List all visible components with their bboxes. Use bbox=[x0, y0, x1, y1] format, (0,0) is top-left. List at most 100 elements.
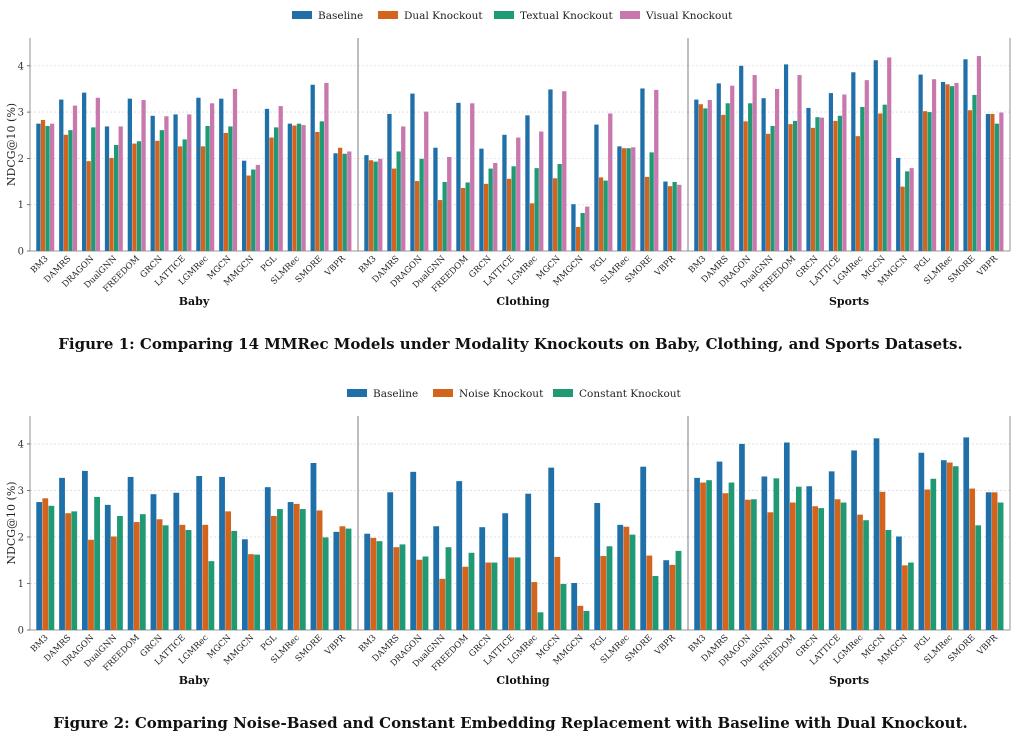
fig2-clothing-bar-smore-baseline bbox=[640, 466, 647, 630]
fig2-baby-bar-grcn-noise-knockout bbox=[156, 519, 163, 630]
fig1-sports-bar-mgcn-baseline bbox=[873, 60, 878, 252]
fig1-clothing-bar-lattice-baseline bbox=[502, 134, 507, 251]
fig1-baby-bar-mgcn-textual-knockout bbox=[228, 126, 233, 251]
fig1-clothing-bar-damrs-visual-knockout bbox=[401, 126, 406, 251]
fig1-baby-bar-grcn-visual-knockout bbox=[164, 116, 169, 251]
fig1-baby-bar-dragon-dual-knockout bbox=[86, 161, 91, 251]
fig1-baby-bar-freedom-visual-knockout bbox=[141, 100, 146, 251]
fig1-sports-bar-lgmrec-textual-knockout bbox=[860, 106, 865, 252]
fig1-baby-bar-dualgnn-visual-knockout bbox=[118, 126, 123, 251]
fig2-baby-bar-damrs-noise-knockout bbox=[65, 513, 72, 630]
fig2-sports-bar-dragon-noise-knockout bbox=[745, 499, 751, 630]
fig1-sports-bar-damrs-visual-knockout bbox=[730, 85, 735, 251]
fig2-sports-bar-grcn-baseline bbox=[806, 486, 813, 630]
fig1-baby-bar-damrs-dual-knockout bbox=[63, 134, 68, 251]
fig1-sports-bar-mmgcn-baseline bbox=[896, 157, 901, 251]
fig1-clothing-bar-mmgcn-textual-knockout bbox=[580, 213, 585, 251]
fig1-baby-bar-lattice-textual-knockout bbox=[182, 139, 187, 251]
fig2-clothing-bar-dualgnn-baseline bbox=[433, 526, 440, 630]
fig1-baby-ytick-label: 3 bbox=[18, 108, 24, 119]
fig2-baby-bar-dualgnn-baseline bbox=[104, 504, 111, 630]
fig2-baby-bar-mmgcn-baseline bbox=[242, 539, 248, 630]
fig1-sports-bar-pgl-textual-knockout bbox=[927, 112, 932, 251]
fig1-baby-bar-smore-baseline bbox=[310, 84, 315, 252]
figure1-caption: Figure 1: Comparing 14 MMRec Models unde… bbox=[58, 335, 963, 353]
fig1-sports-bar-bm3-baseline bbox=[694, 99, 699, 251]
fig2-baby-bar-lgmrec-baseline bbox=[196, 476, 203, 630]
fig2-baby-ytick-label: 0 bbox=[18, 626, 24, 637]
fig1-clothing-bar-pgl-textual-knockout bbox=[603, 180, 608, 251]
legend-label-baseline: Baseline bbox=[318, 10, 363, 22]
fig1-clothing-bar-lgmrec-textual-knockout bbox=[534, 168, 539, 251]
fig2-baby-ytick-label: 3 bbox=[18, 486, 24, 497]
fig1-clothing-bar-mgcn-visual-knockout bbox=[562, 91, 567, 251]
fig1-clothing-bar-dualgnn-visual-knockout bbox=[447, 157, 452, 251]
fig2-baby-xtick-label-vbpr: VBPR bbox=[323, 633, 349, 659]
fig1-baby-ylabel: NDCG@10 (%) bbox=[5, 103, 18, 186]
fig1-sports-bar-dragon-textual-knockout bbox=[748, 103, 753, 251]
fig2-clothing-bar-mmgcn-noise-knockout bbox=[577, 605, 584, 630]
fig1-clothing-bar-pgl-dual-knockout bbox=[598, 177, 604, 251]
fig1-clothing-bar-mmgcn-visual-knockout bbox=[585, 206, 590, 251]
fig2-clothing-bar-mgcn-noise-knockout bbox=[554, 556, 561, 630]
fig2-baby-bar-bm3-baseline bbox=[36, 502, 43, 630]
fig2-sports-bar-lgmrec-baseline bbox=[851, 450, 857, 630]
fig1-clothing-bar-bm3-textual-knockout bbox=[373, 161, 378, 251]
fig1-sports-bar-slmrec-visual-knockout bbox=[954, 82, 959, 251]
fig2-baby-bar-slmrec-noise-knockout bbox=[293, 503, 300, 630]
fig1-baby-bar-damrs-visual-knockout bbox=[72, 105, 78, 251]
legend-label-noise-knockout: Noise Knockout bbox=[459, 388, 544, 400]
fig2-baby-bar-vbpr-constant-knockout bbox=[345, 528, 352, 630]
fig2-clothing-panel: BM3DAMRSDRAGONDualGNNFREEDOMGRCNLATTICEL… bbox=[357, 416, 689, 687]
fig1-sports-bar-freedom-baseline bbox=[783, 64, 789, 251]
fig1-clothing-bar-lattice-textual-knockout bbox=[511, 166, 516, 251]
fig1-baby-bar-mmgcn-visual-knockout bbox=[255, 164, 260, 251]
fig2-sports-bar-damrs-noise-knockout bbox=[722, 493, 729, 630]
fig2-baby-bar-vbpr-noise-knockout bbox=[339, 526, 346, 630]
fig2-clothing-bar-damrs-constant-knockout bbox=[399, 544, 406, 630]
fig1-sports-xlabel: Sports bbox=[829, 295, 869, 308]
fig2-sports-bar-bm3-baseline bbox=[694, 477, 700, 630]
fig1-baby-bar-dragon-visual-knockout bbox=[95, 97, 100, 251]
fig1-baby-xlabel: Baby bbox=[179, 295, 210, 308]
fig1-sports-bar-bm3-dual-knockout bbox=[698, 104, 703, 251]
fig2-sports-bar-grcn-constant-knockout bbox=[818, 508, 825, 630]
fig2-clothing-bar-mgcn-baseline bbox=[548, 467, 555, 630]
fig1-clothing-bar-vbpr-textual-knockout bbox=[672, 182, 677, 251]
fig1-clothing-bar-grcn-baseline bbox=[479, 148, 484, 251]
fig2-baby-bar-freedom-constant-knockout bbox=[139, 514, 146, 630]
fig1-sports-bar-bm3-visual-knockout bbox=[707, 100, 712, 251]
fig2-sports-bar-mgcn-noise-knockout bbox=[879, 491, 886, 630]
fig2-clothing-bar-damrs-baseline bbox=[387, 492, 394, 630]
fig2-sports-bar-lgmrec-constant-knockout bbox=[863, 520, 869, 630]
fig1-clothing-bar-vbpr-baseline bbox=[663, 181, 668, 251]
legend-item-textual-knockout: Textual Knockout bbox=[494, 10, 614, 22]
fig1-sports-bar-mmgcn-textual-knockout bbox=[905, 171, 910, 251]
legend-swatch-textual-knockout bbox=[494, 11, 514, 19]
fig2-clothing-bar-grcn-constant-knockout bbox=[491, 562, 498, 630]
fig2-sports-bar-grcn-noise-knockout bbox=[812, 506, 819, 630]
fig2-clothing-bar-smore-noise-knockout bbox=[646, 555, 653, 630]
fig1-baby-xtick-label-pgl: PGL bbox=[259, 254, 279, 274]
fig2-clothing-bar-lgmrec-constant-knockout bbox=[537, 612, 544, 630]
fig2-clothing-bar-bm3-noise-knockout bbox=[370, 537, 377, 630]
fig2-baby-bar-mgcn-baseline bbox=[219, 476, 225, 630]
fig2-clothing-bar-lattice-baseline bbox=[502, 513, 509, 630]
fig1-sports-bar-slmrec-dual-knockout bbox=[945, 84, 950, 251]
legend-label-visual-knockout: Visual Knockout bbox=[645, 10, 733, 22]
fig2-clothing-bar-vbpr-baseline bbox=[663, 560, 670, 630]
fig1-baby-bar-freedom-baseline bbox=[127, 98, 132, 251]
fig1-clothing-bar-vbpr-visual-knockout bbox=[677, 184, 682, 251]
fig1-clothing-bar-freedom-dual-knockout bbox=[460, 188, 466, 251]
fig2-sports-bar-slmrec-baseline bbox=[940, 460, 947, 630]
fig1-sports-bar-freedom-visual-knockout bbox=[797, 75, 802, 251]
fig1-sports-bar-pgl-visual-knockout bbox=[931, 79, 937, 252]
fig1-clothing-bar-damrs-textual-knockout bbox=[396, 151, 401, 251]
fig2-sports-bar-smore-baseline bbox=[963, 437, 970, 630]
fig2-clothing-bar-slmrec-constant-knockout bbox=[629, 534, 636, 630]
fig1-baby-bar-bm3-visual-knockout bbox=[50, 123, 55, 251]
fig2-sports-bar-lattice-noise-knockout bbox=[834, 499, 841, 630]
